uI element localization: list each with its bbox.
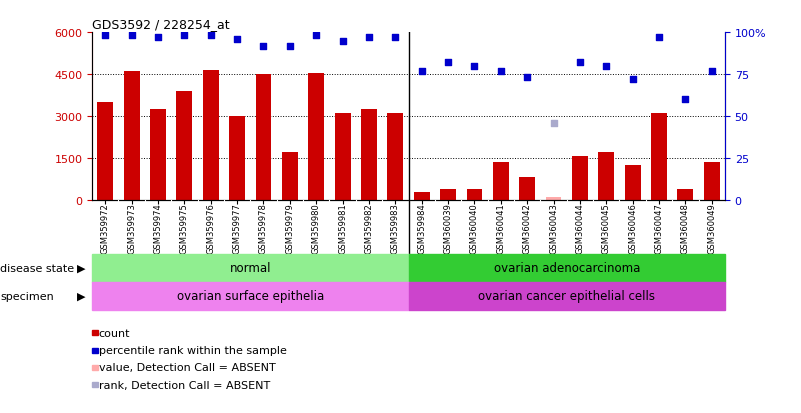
Text: normal: normal [230, 261, 271, 275]
Bar [150, 110, 166, 200]
Point [626, 76, 639, 83]
Text: ▶: ▶ [77, 263, 86, 273]
Text: ovarian cancer epithelial cells: ovarian cancer epithelial cells [478, 290, 655, 303]
Text: GSM360043: GSM360043 [549, 203, 558, 254]
Bar [308, 74, 324, 200]
Point [99, 33, 111, 40]
Point [389, 35, 402, 41]
Bar [176, 92, 192, 200]
Text: ovarian surface epithelia: ovarian surface epithelia [177, 290, 324, 303]
Bar [466, 190, 482, 200]
Text: rank, Detection Call = ABSENT: rank, Detection Call = ABSENT [99, 380, 270, 390]
Text: GSM359983: GSM359983 [391, 203, 400, 254]
Text: GSM359975: GSM359975 [180, 203, 189, 254]
Bar [598, 153, 614, 200]
Text: GSM360041: GSM360041 [497, 203, 505, 254]
Text: GSM360048: GSM360048 [681, 203, 690, 254]
Bar [123, 72, 139, 200]
Bar [651, 114, 667, 200]
Bar [409, 282, 725, 310]
Point [653, 35, 666, 41]
Point [257, 43, 270, 50]
Point [521, 75, 533, 81]
Bar [414, 192, 429, 200]
Text: GSM359981: GSM359981 [338, 203, 347, 254]
Bar [388, 114, 403, 200]
Bar [98, 103, 113, 200]
Text: GSM360040: GSM360040 [470, 203, 479, 254]
Text: GSM359976: GSM359976 [207, 203, 215, 254]
Bar [441, 190, 456, 200]
Text: ovarian adenocarcinoma: ovarian adenocarcinoma [493, 261, 640, 275]
Bar [625, 166, 641, 200]
Point [336, 38, 349, 45]
Point [415, 68, 428, 75]
Bar [545, 197, 562, 200]
Text: count: count [99, 328, 131, 338]
Point [231, 36, 244, 43]
Point [363, 35, 376, 41]
Text: specimen: specimen [0, 291, 54, 301]
Point [125, 33, 138, 40]
Text: GSM359973: GSM359973 [127, 203, 136, 254]
Bar [92, 282, 409, 310]
Point [574, 60, 586, 66]
Bar [282, 153, 298, 200]
Point [547, 120, 560, 127]
Bar [361, 110, 376, 200]
Text: value, Detection Call = ABSENT: value, Detection Call = ABSENT [99, 363, 276, 373]
Text: GSM359978: GSM359978 [259, 203, 268, 254]
Bar [256, 75, 272, 200]
Bar [335, 114, 351, 200]
Text: GSM359979: GSM359979 [285, 203, 294, 254]
Text: GSM360046: GSM360046 [628, 203, 637, 254]
Point [204, 33, 217, 40]
Text: GSM359974: GSM359974 [154, 203, 163, 254]
Point [441, 60, 454, 66]
Point [706, 68, 718, 75]
Text: GSM359982: GSM359982 [364, 203, 373, 254]
Text: GSM360049: GSM360049 [707, 203, 716, 254]
Text: GSM359984: GSM359984 [417, 203, 426, 254]
Bar [519, 178, 535, 200]
Text: GDS3592 / 228254_at: GDS3592 / 228254_at [92, 17, 230, 31]
Text: GSM360039: GSM360039 [444, 203, 453, 254]
Point [494, 68, 507, 75]
Bar [572, 157, 588, 200]
Point [310, 33, 323, 40]
Bar [678, 190, 693, 200]
Bar [409, 254, 725, 282]
Point [284, 43, 296, 50]
Text: ▶: ▶ [77, 291, 86, 301]
Bar [493, 163, 509, 200]
Text: GSM359980: GSM359980 [312, 203, 320, 254]
Bar [704, 163, 719, 200]
Text: GSM360042: GSM360042 [523, 203, 532, 254]
Text: GSM360045: GSM360045 [602, 203, 610, 254]
Bar [92, 254, 409, 282]
Point [600, 63, 613, 70]
Point [679, 97, 692, 103]
Text: GSM360047: GSM360047 [654, 203, 663, 254]
Text: GSM359977: GSM359977 [232, 203, 242, 254]
Point [468, 63, 481, 70]
Text: disease state: disease state [0, 263, 74, 273]
Bar [229, 116, 245, 200]
Text: GSM360044: GSM360044 [575, 203, 585, 254]
Bar [203, 71, 219, 200]
Point [178, 33, 191, 40]
Text: percentile rank within the sample: percentile rank within the sample [99, 345, 287, 355]
Text: GSM359972: GSM359972 [101, 203, 110, 254]
Point [151, 35, 164, 41]
